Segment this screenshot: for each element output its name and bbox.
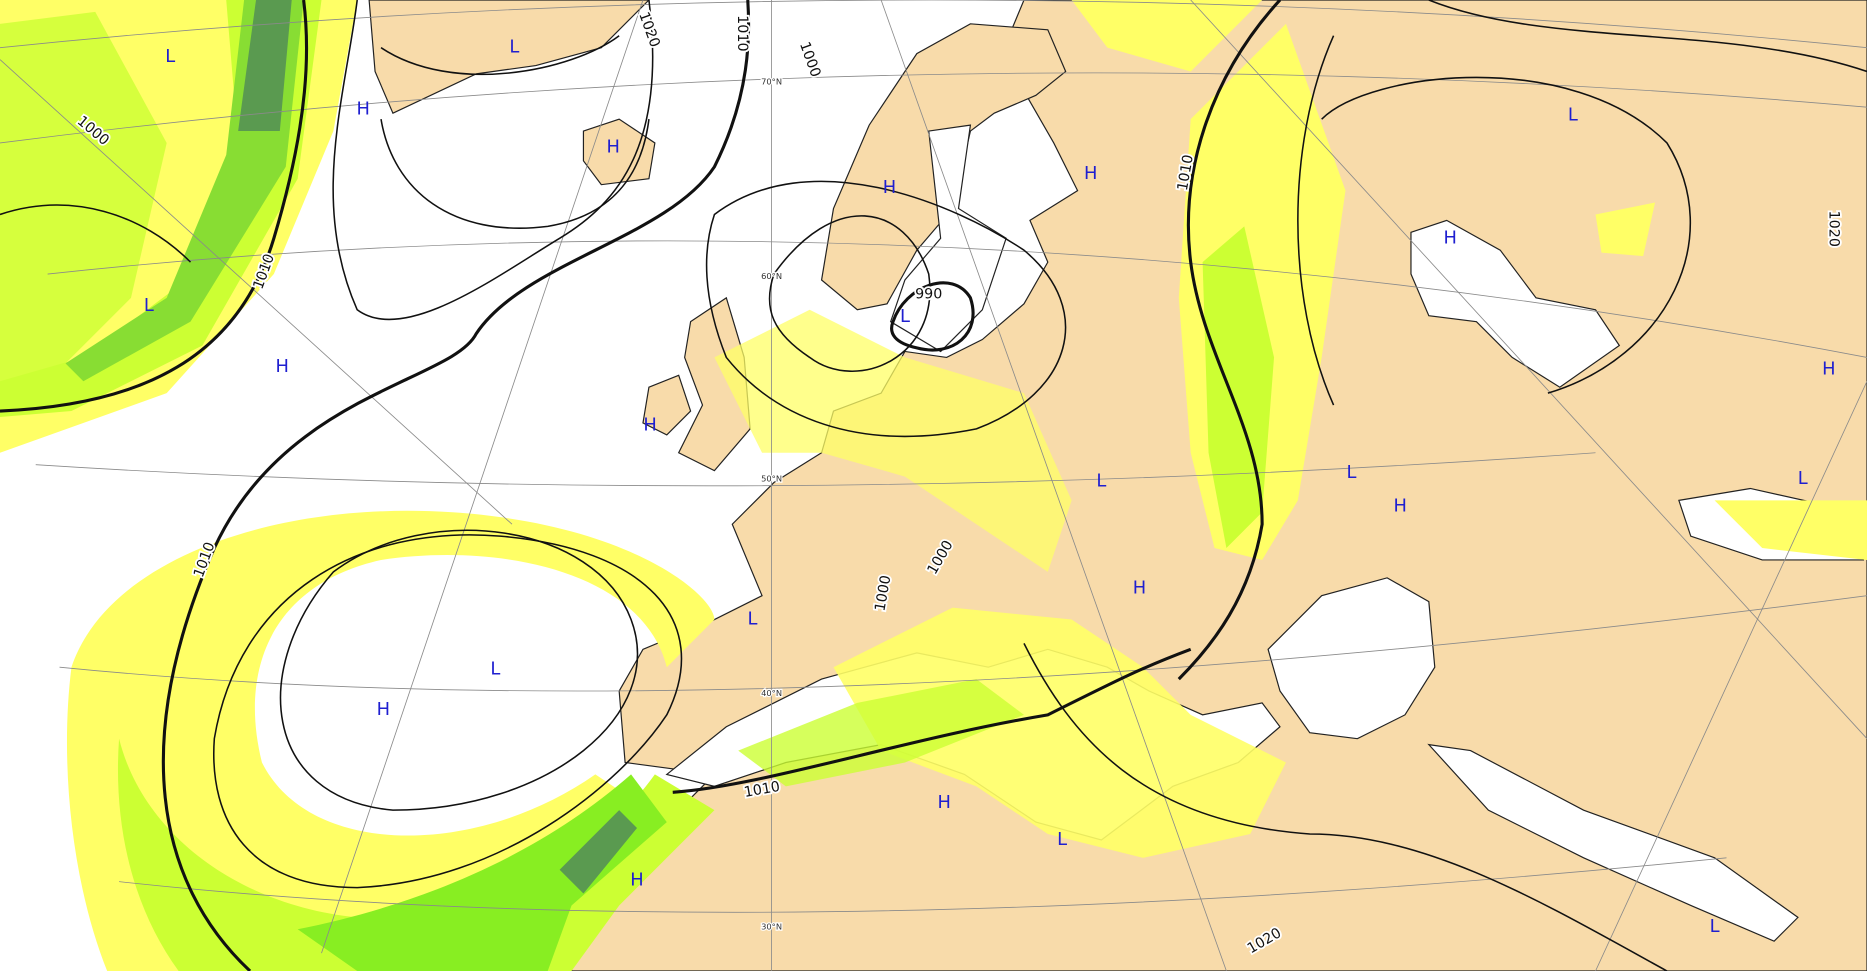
pressure-center: H bbox=[883, 177, 896, 198]
pressure-center: H bbox=[630, 869, 643, 890]
pressure-center: H bbox=[1133, 578, 1146, 599]
pressure-center: L bbox=[490, 659, 500, 680]
pressure-center: L bbox=[509, 37, 519, 58]
pressure-center: H bbox=[1084, 163, 1097, 184]
pressure-center: L bbox=[144, 295, 154, 316]
pressure-center: H bbox=[377, 699, 390, 720]
pressure-center: H bbox=[356, 99, 369, 120]
pressure-center: L bbox=[1568, 105, 1578, 126]
latitude-label: 50°N bbox=[761, 473, 782, 483]
isobar-label: 1020 bbox=[1826, 211, 1842, 247]
latitude-label: 60°N bbox=[761, 271, 782, 281]
latitude-label: 40°N bbox=[761, 688, 782, 698]
isobar-label: 1010 bbox=[734, 15, 750, 51]
pressure-center: L bbox=[1346, 462, 1356, 483]
pressure-center: H bbox=[1822, 358, 1835, 379]
pressure-center: H bbox=[275, 356, 288, 377]
pressure-center: L bbox=[165, 46, 175, 67]
pressure-center: L bbox=[748, 609, 758, 630]
pressure-center: H bbox=[643, 414, 656, 435]
pressure-center: L bbox=[1798, 468, 1808, 489]
pressure-center: L bbox=[1057, 829, 1067, 850]
latitude-label: 70°N bbox=[761, 77, 782, 87]
pressure-center: H bbox=[1444, 227, 1457, 248]
latitude-label: 30°N bbox=[761, 921, 782, 931]
isobar-label: 990 bbox=[915, 286, 942, 302]
pressure-center: L bbox=[1096, 470, 1106, 491]
pressure-center: H bbox=[1394, 495, 1407, 516]
pressure-center: L bbox=[1710, 916, 1720, 937]
pressure-center: H bbox=[606, 137, 619, 158]
pressure-center: L bbox=[900, 306, 910, 327]
pressure-center: H bbox=[937, 792, 950, 813]
